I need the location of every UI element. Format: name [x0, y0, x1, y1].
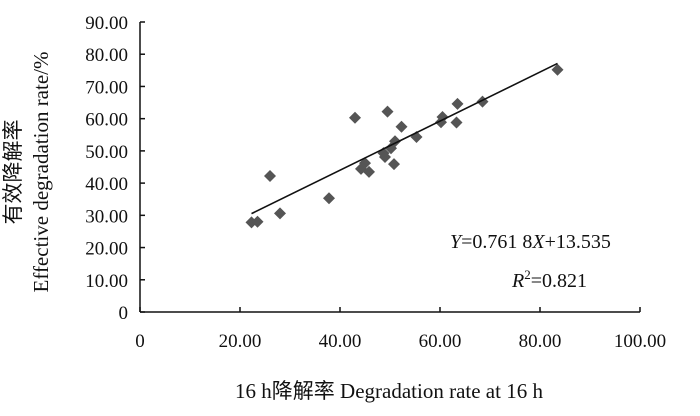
- data-point: [451, 97, 464, 110]
- data-point: [274, 207, 286, 220]
- y-tick-label: 80.00: [85, 45, 128, 66]
- data-point: [388, 158, 400, 171]
- r-squared: R2=0.821: [511, 267, 587, 292]
- y-tick-label: 60.00: [85, 110, 128, 131]
- eq-intercept: +13.535: [545, 231, 611, 253]
- x-tick-label: 40.00: [319, 331, 362, 352]
- regression-equation: Y=0.761 8X+13.535: [450, 231, 611, 253]
- x-tick-label: 80.00: [519, 331, 562, 352]
- x-tick-label: 20.00: [219, 331, 262, 352]
- y-tick-label: 20.00: [85, 239, 128, 260]
- fit-line: [251, 62, 558, 215]
- data-point: [349, 111, 361, 124]
- y-tick-label: 50.00: [85, 142, 128, 163]
- r2-value: =0.821: [531, 270, 587, 292]
- y-axis-title-en: Effective degradation rate/%: [29, 52, 53, 293]
- data-point: [450, 116, 463, 129]
- data-point: [381, 105, 394, 118]
- y-tick-label: 70.00: [85, 77, 128, 98]
- eq-x-var: X: [531, 231, 545, 253]
- x-tick-label: 60.00: [419, 331, 462, 352]
- x-tick-label: 100.00: [614, 331, 666, 352]
- r2-sup: 2: [524, 267, 531, 282]
- y-tick-label: 30.00: [85, 206, 128, 227]
- data-point: [379, 151, 391, 164]
- data-points: [245, 63, 564, 229]
- y-tick-label: 90.00: [85, 13, 128, 34]
- data-point: [251, 215, 264, 228]
- data-point: [551, 63, 564, 76]
- data-point: [436, 111, 449, 124]
- data-point: [363, 165, 375, 178]
- x-axis-title: 16 h降解率 Degradation rate at 16 h: [235, 379, 543, 403]
- eq-y-var: Y: [450, 231, 463, 253]
- axes: [139, 21, 641, 313]
- y-axis-title-cn: 有效降解率: [1, 120, 25, 225]
- y-tick-label: 0: [119, 303, 129, 324]
- data-point: [395, 120, 408, 133]
- x-tick-label: 0: [135, 331, 145, 352]
- r2-label: R: [511, 270, 524, 292]
- fit-line-group: [251, 62, 558, 215]
- y-tick-label: 40.00: [85, 174, 128, 195]
- y-tick-label: 10.00: [85, 271, 128, 292]
- eq-coef: =0.761 8: [461, 231, 532, 253]
- data-point: [264, 170, 276, 183]
- data-point: [323, 192, 335, 205]
- y-tick-labels: 0 10.00 20.00 30.00 40.00 50.00 60.00 70.00 80.0…: [85, 13, 128, 324]
- x-tick-labels: 0 20.00 40.00 60.00 80.00 100.00: [135, 331, 666, 352]
